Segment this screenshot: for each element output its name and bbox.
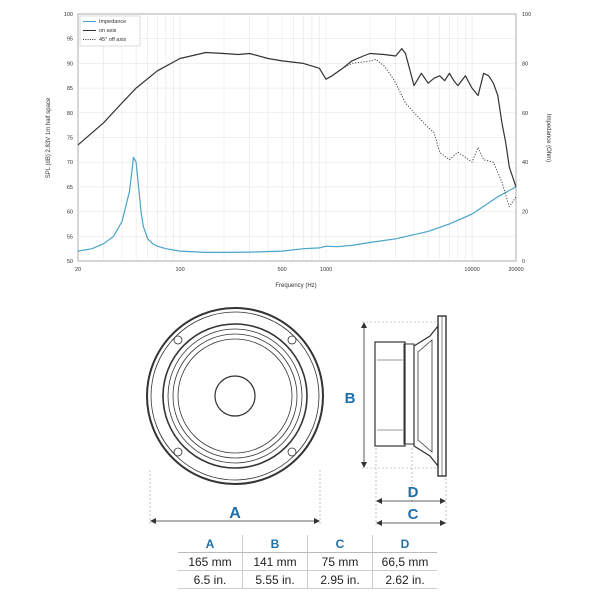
magnet [374, 341, 406, 447]
y-right-tick-label: 100 [522, 12, 531, 18]
table-cell: 6.5 in. [178, 570, 243, 589]
table-cell: 2.62 in. [372, 570, 437, 589]
y-right-tick-label: 0 [522, 259, 525, 265]
x-tick-label: 1000 [320, 267, 332, 273]
y-axis-right-label: Impedance (Ohm) [545, 114, 551, 162]
y-left-tick-label: 85 [67, 86, 73, 92]
chart-curves [77, 47, 517, 253]
table-row: 6.5 in. 5.55 in. 2.95 in. 2.62 in. [178, 570, 437, 589]
chart-ticks: 20 100 500 1000 10000 20000505560657075808590… [64, 12, 531, 273]
legend-entry: Impedance [99, 19, 126, 25]
table-cell: 141 mm [242, 552, 308, 571]
chart-legend: Impedance on axis 45° off axis [79, 15, 141, 47]
y-left-tick-label: 70 [67, 160, 73, 166]
x-tick-label: 20 [75, 267, 81, 273]
series-line-on-axis [77, 47, 517, 188]
y-left-tick-label: 60 [67, 210, 73, 216]
dimension-c-label: C [408, 506, 419, 523]
mounting-hole [287, 335, 297, 345]
table-cell: 66,5 mm [372, 552, 437, 571]
speaker-dimension-drawing: A B D C [146, 307, 447, 526]
cone-edge [177, 338, 293, 454]
mounting-hole [173, 447, 183, 457]
surround-inner [172, 333, 298, 459]
surround-middle [167, 328, 303, 464]
legend-entry: on axis [99, 28, 117, 34]
surround-outer [162, 323, 308, 469]
y-left-tick-label: 55 [67, 234, 73, 240]
frequency-response-chart: 20 100 500 1000 10000 20000505560657075808590… [46, 12, 551, 289]
series-line-impedance [77, 156, 517, 253]
frame-inner-ring [150, 311, 320, 481]
x-tick-label: 10000 [464, 267, 479, 273]
header-d: D [372, 535, 437, 553]
dimension-d: D [376, 484, 446, 504]
y-right-tick-label: 60 [522, 111, 528, 117]
table-header-row: A B C D [178, 535, 437, 553]
mounting-hole [287, 447, 297, 457]
y-left-tick-label: 90 [67, 61, 73, 67]
table-cell: 165 mm [178, 552, 243, 571]
table-row: 165 mm 141 mm 75 mm 66,5 mm [178, 552, 437, 571]
dimension-d-label: D [408, 484, 419, 501]
header-c: C [307, 535, 373, 553]
header-a: A [178, 535, 243, 553]
y-left-tick-label: 80 [67, 111, 73, 117]
y-right-tick-label: 20 [522, 210, 528, 216]
series-line-45-off-axis [325, 58, 517, 208]
x-axis-label: Frequency (Hz) [275, 283, 316, 289]
speaker-front-view [146, 307, 324, 525]
y-right-tick-label: 80 [522, 61, 528, 67]
dimension-a: A [150, 505, 320, 524]
dimension-b-label: B [345, 390, 356, 407]
header-b: B [242, 535, 308, 553]
table-cell: 2.95 in. [307, 570, 373, 589]
y-right-tick-label: 40 [522, 160, 528, 166]
x-tick-label: 20000 [508, 267, 523, 273]
dust-cap [214, 375, 256, 417]
dimensions-table: A B C D 165 mm 141 mm 75 mm 66,5 mm 6.5 … [178, 535, 437, 589]
dimension-c: C [376, 506, 446, 526]
chart-grid [77, 13, 517, 262]
x-tick-label: 500 [278, 267, 287, 273]
speaker-side-view [362, 315, 447, 525]
y-axis-left-label: SPL (dB) 2.83V 1m half space [46, 97, 52, 178]
frame-outer-ring [146, 307, 324, 485]
y-left-tick-label: 50 [67, 259, 73, 265]
y-left-tick-label: 95 [67, 37, 73, 43]
y-left-tick-label: 75 [67, 136, 73, 142]
x-tick-label: 100 [175, 267, 184, 273]
y-left-tick-label: 65 [67, 185, 73, 191]
table-cell: 5.55 in. [242, 570, 308, 589]
table-cell: 75 mm [307, 552, 373, 571]
mounting-hole [173, 335, 183, 345]
dimension-b: B [345, 322, 367, 468]
dimension-a-label: A [229, 505, 241, 522]
legend-entry: 45° off axis [99, 37, 126, 43]
y-left-tick-label: 100 [64, 12, 73, 18]
